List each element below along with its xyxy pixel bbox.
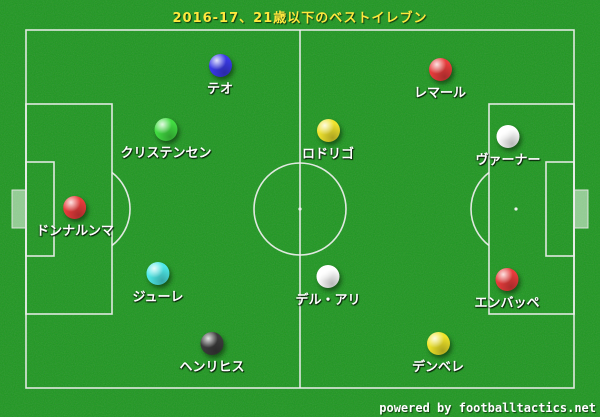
player-dot[interactable] <box>495 268 519 291</box>
player-marker: レマール <box>414 58 466 101</box>
player-dot[interactable] <box>426 332 450 355</box>
player-label: エンバッペ <box>474 296 540 311</box>
player-dot[interactable] <box>316 265 340 288</box>
player-marker: デル・アリ <box>295 265 361 308</box>
player-dot[interactable] <box>428 58 452 81</box>
player-label: クリステンセン <box>120 146 212 161</box>
player-marker: デンベレ <box>412 332 464 375</box>
player-marker: テオ <box>207 54 233 97</box>
player-marker: ヘンリヒス <box>179 332 245 375</box>
player-label: ジューレ <box>132 290 184 305</box>
page-title: 2016-17、21歳以下のベストイレブン <box>172 11 428 26</box>
player-label: ヘンリヒス <box>179 360 245 375</box>
player-label: レマール <box>413 86 467 101</box>
player-marker: ジューレ <box>132 262 184 305</box>
player-label: デル・アリ <box>295 293 361 308</box>
player-label: ロドリゴ <box>301 147 355 162</box>
player-marker: ロドリゴ <box>302 119 354 162</box>
player-marker: ヴァーナー <box>475 125 541 168</box>
player-dot[interactable] <box>316 119 340 142</box>
player-dot[interactable] <box>146 262 170 285</box>
player-marker: ドンナルンマ <box>36 196 114 239</box>
player-dot[interactable] <box>154 118 178 141</box>
player-marker: エンバッペ <box>474 268 540 311</box>
watermark-powered-by: powered by footballtactics.net <box>379 401 596 415</box>
player-dot[interactable] <box>200 332 224 355</box>
player-label: テオ <box>206 82 234 97</box>
player-label: デンベレ <box>411 360 465 375</box>
player-marker: クリステンセン <box>120 118 212 161</box>
player-label: ドンナルンマ <box>36 224 114 239</box>
player-dot[interactable] <box>63 196 87 219</box>
player-dot[interactable] <box>208 54 232 77</box>
player-dot[interactable] <box>496 125 520 148</box>
player-label: ヴァーナー <box>475 153 541 168</box>
